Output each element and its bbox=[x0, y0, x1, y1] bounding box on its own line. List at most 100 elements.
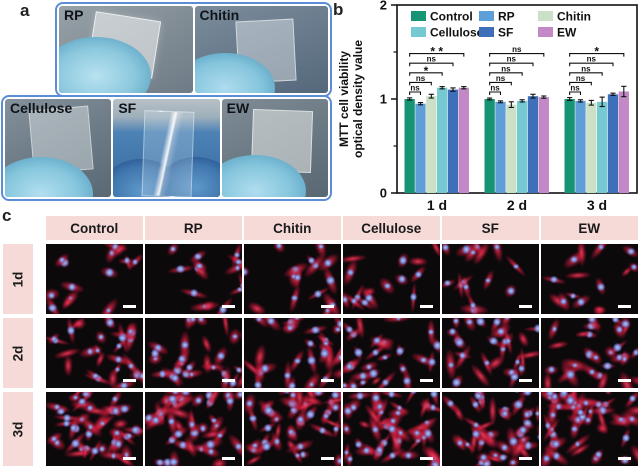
cell-nucleus bbox=[365, 294, 373, 302]
micrograph-2d-control bbox=[46, 318, 143, 388]
cell-nucleus bbox=[559, 297, 568, 306]
cell-nucleus bbox=[234, 442, 242, 451]
svg-text:ns: ns bbox=[501, 64, 511, 73]
cell-nucleus bbox=[458, 351, 466, 359]
scale-bar bbox=[518, 379, 532, 382]
cell-nucleus bbox=[63, 413, 72, 422]
cell-nucleus bbox=[442, 244, 450, 252]
micrograph-3d-control bbox=[46, 392, 143, 466]
cell-nucleus bbox=[387, 425, 396, 434]
cell-nucleus bbox=[210, 417, 217, 424]
micrograph-1d-sf bbox=[442, 244, 539, 314]
scale-bar bbox=[221, 457, 235, 460]
cell-nucleus bbox=[361, 298, 369, 307]
cell-nucleus bbox=[369, 369, 378, 378]
cell-nucleus bbox=[395, 318, 402, 321]
cell-nucleus bbox=[262, 442, 271, 452]
cell-nucleus bbox=[112, 396, 119, 403]
cell-nucleus bbox=[523, 392, 532, 397]
micrograph-1d-control bbox=[46, 244, 143, 314]
scale-bar bbox=[617, 305, 631, 308]
cell-nucleus bbox=[123, 257, 131, 264]
cell-nucleus bbox=[346, 269, 354, 277]
cell-nucleus bbox=[110, 453, 117, 459]
cell-nucleus bbox=[514, 400, 524, 410]
photo-cellulose: Cellulose bbox=[5, 99, 112, 197]
cell-nucleus bbox=[476, 318, 485, 326]
cell-nucleus bbox=[472, 430, 480, 438]
cell-nucleus bbox=[446, 399, 455, 408]
svg-text:1: 1 bbox=[380, 92, 387, 107]
cell-nucleus bbox=[92, 372, 99, 380]
cell-nucleus bbox=[500, 444, 508, 451]
cell-nucleus bbox=[313, 289, 323, 299]
panel-a: a RP Chitin Cellulose SF bbox=[0, 0, 333, 206]
cell-nucleus bbox=[114, 366, 121, 372]
svg-text:ns: ns bbox=[512, 45, 522, 54]
svg-text:*: * bbox=[424, 64, 429, 78]
panel-b-label: b bbox=[333, 0, 344, 19]
cell-nucleus bbox=[54, 439, 61, 446]
cell-nucleus bbox=[537, 432, 539, 442]
cell-nucleus bbox=[631, 264, 638, 271]
cell-nucleus bbox=[152, 416, 160, 424]
cell-nucleus bbox=[216, 352, 225, 361]
cell-nucleus bbox=[396, 346, 405, 355]
svg-text:EW: EW bbox=[557, 26, 577, 40]
cell-nucleus bbox=[427, 358, 436, 367]
column-header-sf: SF bbox=[442, 216, 539, 240]
cell-nucleus bbox=[372, 348, 380, 356]
cell-nucleus bbox=[423, 429, 433, 438]
cell-nucleus bbox=[168, 394, 177, 403]
cell-nucleus bbox=[533, 324, 539, 334]
cell-nucleus bbox=[232, 334, 238, 340]
cell-nucleus bbox=[178, 355, 187, 364]
stained-cell bbox=[515, 329, 532, 349]
cell-nucleus bbox=[632, 349, 638, 356]
cell-nucleus bbox=[545, 392, 554, 397]
micrograph-3d-ew bbox=[541, 392, 638, 466]
cell-nucleus bbox=[63, 419, 71, 428]
cell-nucleus bbox=[171, 374, 180, 383]
cell-nucleus bbox=[87, 348, 94, 355]
stained-cell bbox=[428, 244, 440, 259]
cell-nucleus bbox=[263, 423, 272, 432]
cell-nucleus bbox=[598, 406, 608, 415]
cell-nucleus bbox=[345, 325, 353, 333]
cell-nucleus bbox=[163, 457, 173, 466]
panel-a-top-box: RP Chitin bbox=[55, 2, 332, 97]
photo-rp: RP bbox=[59, 6, 193, 93]
cell-nucleus bbox=[188, 421, 196, 428]
cell-nucleus bbox=[114, 440, 123, 448]
cell-nucleus bbox=[433, 341, 440, 351]
photo-rp-label: RP bbox=[64, 7, 84, 23]
cell-nucleus bbox=[54, 404, 61, 410]
cell-nucleus bbox=[574, 441, 581, 447]
cell-nucleus bbox=[47, 291, 55, 299]
cell-nucleus bbox=[616, 326, 623, 334]
cell-nucleus bbox=[69, 424, 78, 432]
cell-nucleus bbox=[346, 362, 354, 370]
cell-nucleus bbox=[604, 392, 612, 394]
cell-nucleus bbox=[400, 365, 407, 373]
cell-nucleus bbox=[237, 286, 242, 293]
photo-chitin: Chitin bbox=[194, 6, 328, 93]
cell-nucleus bbox=[331, 392, 340, 400]
cell-nucleus bbox=[333, 425, 340, 432]
stained-cell bbox=[62, 354, 73, 377]
micrograph-1d-cellulose bbox=[343, 244, 440, 314]
micrograph-1d-chitin bbox=[244, 244, 341, 314]
cell-nucleus bbox=[534, 410, 539, 416]
micrograph-1d-rp bbox=[145, 244, 242, 314]
cell-nucleus bbox=[115, 355, 123, 364]
cell-nucleus bbox=[466, 318, 473, 326]
svg-text:1 d: 1 d bbox=[427, 197, 447, 212]
cell-nucleus bbox=[388, 451, 397, 460]
cell-nucleus bbox=[297, 416, 304, 424]
cell-nucleus bbox=[320, 349, 330, 359]
cell-nucleus bbox=[351, 298, 358, 305]
cell-nucleus bbox=[294, 357, 301, 365]
scale-bar bbox=[122, 305, 136, 308]
cell-nucleus bbox=[398, 256, 408, 265]
